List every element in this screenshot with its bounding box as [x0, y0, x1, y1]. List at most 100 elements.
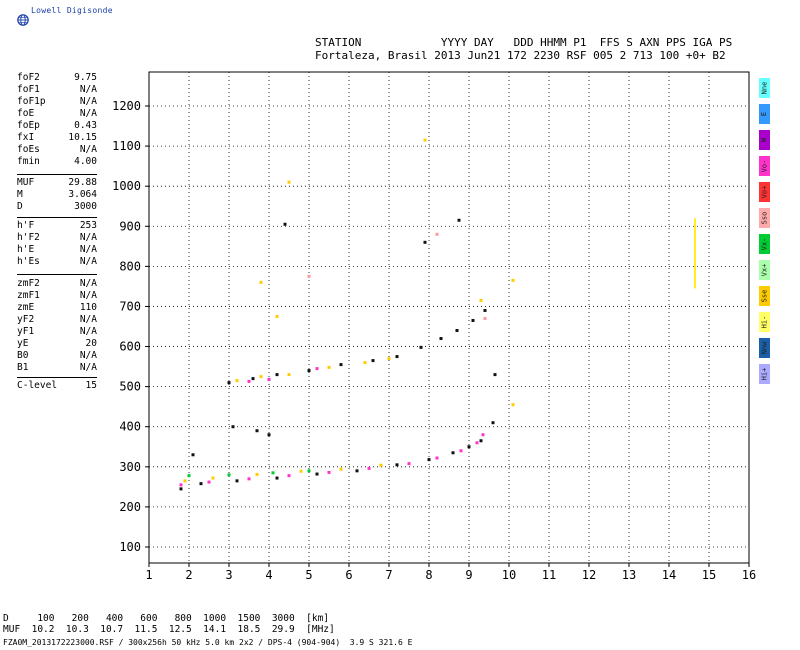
- x-tick-label: 1: [145, 568, 152, 582]
- legend-label: Vo-: [760, 159, 769, 173]
- param-value: N/A: [79, 232, 97, 243]
- param-value: N/A: [79, 256, 97, 267]
- param-value: N/A: [79, 326, 97, 337]
- echo-point: [199, 482, 203, 486]
- param-value: 15: [85, 380, 97, 391]
- param-value: 253: [79, 220, 97, 231]
- echo-point: [227, 473, 231, 477]
- x-tick-label: 9: [465, 568, 472, 582]
- legend-item: Sso: [759, 208, 770, 228]
- header-labels: STATION YYYY DAY DDD HHMM P1 FFS S AXN P…: [315, 36, 733, 49]
- echo-point: [275, 373, 279, 377]
- param-row: foF1 N/A: [17, 84, 97, 96]
- y-tick-label: 700: [119, 299, 141, 313]
- header-values: Fortaleza, Brasil 2013 Jun21 172 2230 RS…: [315, 49, 726, 62]
- param-key: h'Es: [17, 256, 40, 267]
- param-row: fxI 10.15: [17, 132, 97, 144]
- x-tick-label: 10: [502, 568, 516, 582]
- echo-point: [275, 476, 279, 480]
- echo-point: [511, 403, 515, 407]
- echo-point: [371, 359, 375, 363]
- globe-icon: [17, 14, 29, 26]
- param-key: h'F: [17, 220, 35, 231]
- param-key: M: [17, 189, 23, 200]
- param-value: N/A: [79, 350, 97, 361]
- echo-point: [455, 329, 459, 333]
- x-tick-label: 13: [622, 568, 636, 582]
- param-value: N/A: [79, 84, 97, 95]
- param-row: C-level 15: [17, 380, 97, 392]
- echo-point: [451, 451, 455, 455]
- param-separator: [17, 174, 97, 175]
- x-tick-label: 12: [582, 568, 596, 582]
- param-key: foF1: [17, 84, 40, 95]
- echo-point: [387, 357, 391, 361]
- y-tick-label: 800: [119, 259, 141, 273]
- x-tick-label: 6: [345, 568, 352, 582]
- legend-label: Hi-: [760, 315, 769, 329]
- param-value: N/A: [79, 362, 97, 373]
- x-tick-label: 8: [425, 568, 432, 582]
- echo-point: [419, 345, 423, 349]
- param-row: yF1 N/A: [17, 326, 97, 338]
- distance-row: D 100 200 400 600 800 1000 1500 3000 [km…: [3, 613, 330, 624]
- echo-point: [493, 373, 497, 377]
- echo-point: [307, 369, 311, 373]
- echo-point: [307, 274, 311, 278]
- echo-point: [307, 469, 311, 473]
- param-value: 110: [79, 302, 97, 313]
- param-key: fmin: [17, 156, 40, 167]
- param-row: zmF2 N/A: [17, 278, 97, 290]
- param-value: N/A: [79, 290, 97, 301]
- param-value: 10.15: [68, 132, 97, 143]
- plot-frame: [148, 71, 750, 564]
- echo-point: [435, 456, 439, 460]
- echo-point: [475, 441, 479, 445]
- param-value: N/A: [79, 108, 97, 119]
- param-separator: [17, 217, 97, 218]
- legend-label: Sso: [760, 211, 769, 225]
- param-value: 0.43: [74, 120, 97, 131]
- param-row: fmin 4.00: [17, 156, 97, 168]
- echo-point: [379, 463, 383, 467]
- echo-point: [271, 471, 275, 475]
- echo-point: [491, 421, 495, 425]
- echo-point: [247, 477, 251, 481]
- echo-point: [275, 314, 279, 318]
- y-tick-label: 100: [119, 540, 141, 554]
- x-tick-label: 3: [225, 568, 232, 582]
- echo-point: [207, 480, 211, 484]
- x-tick-label: 16: [742, 568, 756, 582]
- x-tick-label: 5: [305, 568, 312, 582]
- echo-point: [267, 433, 271, 437]
- y-tick-label: 400: [119, 420, 141, 434]
- echo-point: [483, 316, 487, 320]
- legend-item: Vo+: [759, 182, 770, 202]
- param-value: N/A: [79, 278, 97, 289]
- echo-point: [423, 240, 427, 244]
- echo-point: [327, 365, 331, 369]
- echo-point: [457, 218, 461, 222]
- param-key: foF2: [17, 72, 40, 83]
- echo-point: [251, 377, 255, 381]
- legend-item: Vx+: [759, 260, 770, 280]
- echo-point: [439, 337, 443, 341]
- param-row: D 3000: [17, 201, 97, 213]
- y-tick-label: 1000: [112, 179, 141, 193]
- echo-point: [363, 361, 367, 365]
- x-tick-label: 15: [702, 568, 716, 582]
- lowell-digisonde-logo: Lowell Digisonde: [9, 4, 145, 26]
- y-tick-label: 500: [119, 380, 141, 394]
- param-row: foEs N/A: [17, 144, 97, 156]
- echo-point: [255, 429, 259, 433]
- echo-point: [459, 449, 463, 453]
- echo-point: [315, 367, 319, 371]
- echo-point: [259, 280, 263, 284]
- param-value: 3000: [74, 201, 97, 212]
- param-key: foF1p: [17, 96, 46, 107]
- legend-item: Vo-: [759, 156, 770, 176]
- echo-point: [267, 377, 271, 381]
- legend-item: Sse: [759, 286, 770, 306]
- y-tick-label: 1200: [112, 99, 141, 113]
- echo-point: [187, 474, 191, 478]
